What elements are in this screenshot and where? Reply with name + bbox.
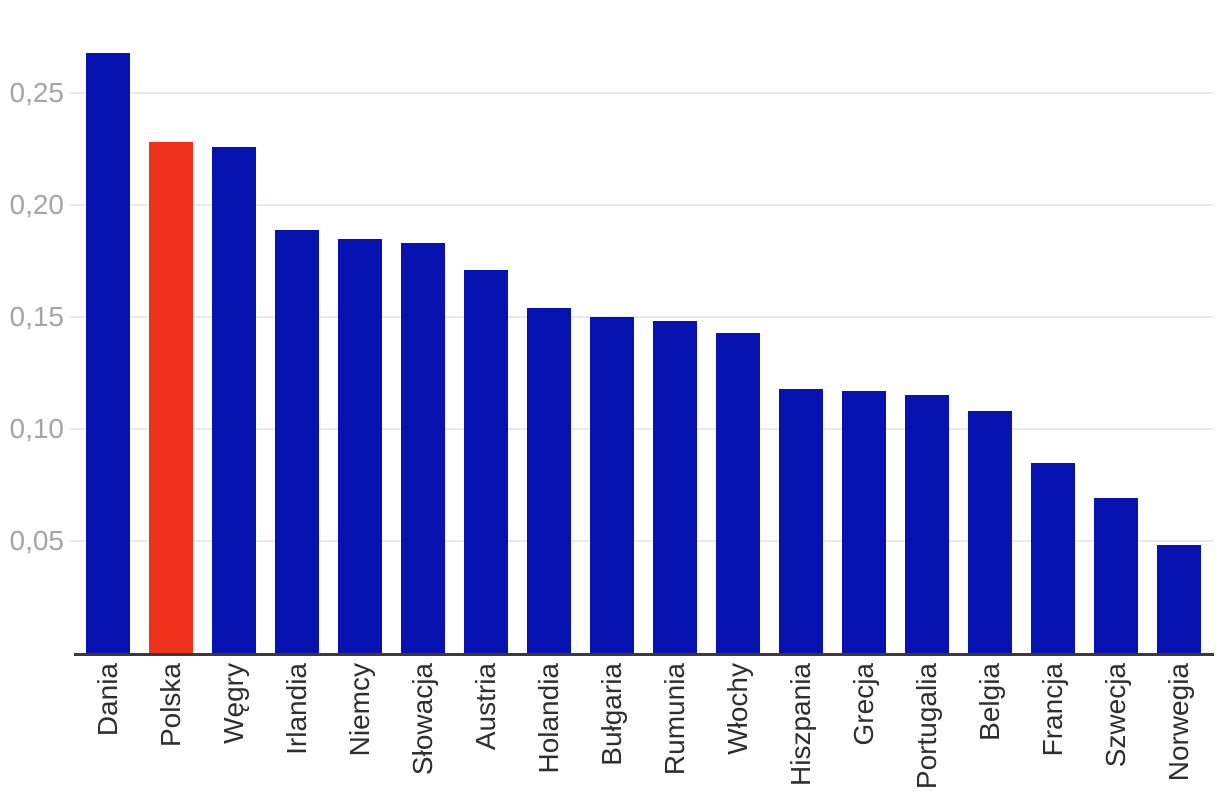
x-axis-label-cell: Szwecja	[1094, 663, 1138, 808]
y-axis-tick-label: 0,05	[9, 524, 65, 556]
gridline	[70, 539, 1214, 542]
x-axis-label-cell: Rumunia	[653, 663, 697, 808]
x-axis-tick-label: Bułgaria	[595, 663, 627, 766]
bar	[653, 321, 697, 653]
x-axis-label-cell: Węgry	[212, 663, 256, 808]
x-axis-label-cell: Norwegia	[1157, 663, 1201, 808]
bar	[86, 53, 130, 653]
y-axis-tick-label: 0,10	[9, 412, 65, 444]
y-axis-labels: 0,05 0,10 0,15 0,20 0,25	[0, 0, 65, 653]
x-axis-label-cell: Słowacja	[401, 663, 445, 808]
bar	[1031, 463, 1075, 653]
x-axis-tick-label: Polska	[154, 663, 186, 748]
x-axis-tick-label: Grecja	[847, 663, 879, 746]
x-axis-tick-label: Belgia	[973, 663, 1005, 741]
bar	[527, 308, 571, 653]
bar	[338, 239, 382, 653]
x-axis-label-cell: Grecja	[842, 663, 886, 808]
bar	[590, 317, 634, 653]
x-axis-label-cell: Niemcy	[338, 663, 382, 808]
x-axis-label-cell: Bułgaria	[590, 663, 634, 808]
bar	[275, 230, 319, 653]
x-axis-line	[74, 653, 1214, 656]
x-axis-label-cell: Belgia	[968, 663, 1012, 808]
x-axis-tick-label: Słowacja	[406, 663, 438, 776]
x-axis-label-cell: Austria	[464, 663, 508, 808]
x-axis-tick-label: Norwegia	[1162, 663, 1194, 782]
bar	[1157, 545, 1201, 653]
bar	[464, 270, 508, 653]
x-axis-tick-label: Holandia	[532, 663, 564, 774]
bar	[905, 395, 949, 653]
x-axis-tick-label: Rumunia	[658, 663, 690, 776]
x-axis-tick-label: Francja	[1036, 663, 1068, 757]
y-axis-tick-label: 0,15	[9, 300, 65, 332]
x-axis-label-cell: Dania	[86, 663, 130, 808]
bar	[716, 333, 760, 653]
bar	[212, 147, 256, 653]
x-axis-tick-label: Portugalia	[910, 663, 942, 790]
gridline	[70, 91, 1214, 94]
bars-container	[86, 0, 1202, 653]
x-axis-tick-label: Szwecja	[1099, 663, 1131, 768]
x-axis-tick-label: Węgry	[217, 663, 249, 744]
y-axis-tick-label: 0,25	[9, 76, 65, 108]
bar	[401, 243, 445, 653]
x-axis-tick-label: Irlandia	[280, 663, 312, 755]
bar	[968, 411, 1012, 653]
x-axis-tick-label: Hiszpania	[784, 663, 816, 786]
gridline	[70, 315, 1214, 318]
x-axis-label-cell: Hiszpania	[779, 663, 823, 808]
plot-area	[70, 0, 1214, 653]
x-axis-tick-label: Austria	[469, 663, 501, 751]
gridline	[70, 427, 1214, 430]
gridline	[70, 203, 1214, 206]
x-axis-tick-label: Włochy	[721, 663, 753, 755]
bar-highlighted	[149, 142, 193, 653]
x-axis-label-cell: Włochy	[716, 663, 760, 808]
x-axis-labels: Dania Polska Węgry Irlandia Niemcy Słowacja Au…	[86, 663, 1202, 808]
x-axis-tick-label: Dania	[91, 663, 123, 737]
y-axis-tick-label: 0,20	[9, 188, 65, 220]
x-axis-tick-label: Niemcy	[343, 663, 375, 757]
x-axis-label-cell: Portugalia	[905, 663, 949, 808]
bar	[842, 391, 886, 653]
x-axis-label-cell: Irlandia	[275, 663, 319, 808]
x-axis-label-cell: Polska	[149, 663, 193, 808]
bar	[779, 389, 823, 653]
x-axis-label-cell: Francja	[1031, 663, 1075, 808]
bar	[1094, 498, 1138, 653]
x-axis-label-cell: Holandia	[527, 663, 571, 808]
